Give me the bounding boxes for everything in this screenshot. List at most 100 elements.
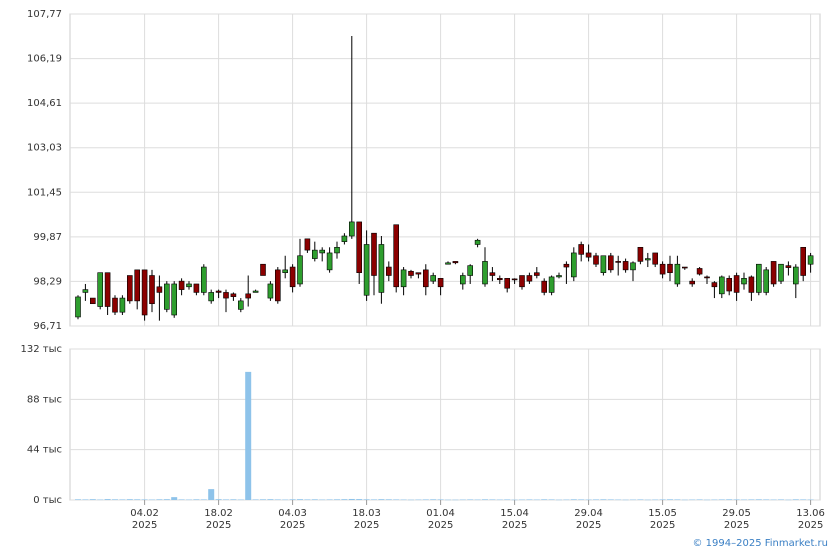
volume-bar (282, 499, 289, 501)
candle-body (763, 269, 770, 293)
candle-body (334, 246, 340, 254)
volume-bar (82, 499, 89, 500)
volume-bar (585, 499, 592, 501)
x-tick-label: 2025 (724, 520, 749, 531)
volume-bar (785, 499, 792, 501)
candle-body (585, 252, 592, 258)
candle-body (548, 276, 555, 293)
x-tick-label: 04.02 (130, 508, 159, 519)
candle-body (733, 275, 740, 293)
volume-bar (215, 499, 222, 500)
volume-bar (319, 499, 326, 501)
candle-body (711, 282, 718, 288)
y-tick-label: 104,61 (27, 98, 62, 109)
candle-body (644, 258, 651, 261)
volume-bar (385, 499, 392, 500)
candle-body (467, 265, 474, 276)
candle-body (652, 252, 659, 265)
volume-bar (393, 499, 400, 500)
candle-body (119, 297, 126, 313)
volume-bar (733, 499, 740, 500)
candle-body (474, 239, 481, 245)
candle-body (622, 261, 629, 271)
volume-bar (400, 499, 407, 501)
volume-bar (474, 499, 481, 501)
candle-body (186, 283, 192, 288)
x-tick-label: 2025 (132, 520, 157, 531)
volume-bar (171, 497, 178, 500)
candle-body (304, 238, 311, 251)
volume-bar (593, 499, 599, 500)
volume-bar (186, 499, 192, 501)
volume-bar (267, 499, 274, 500)
volume-bar (459, 499, 466, 501)
volume-bar (674, 499, 681, 500)
volume-bar (156, 499, 163, 500)
volume-bar (237, 499, 244, 501)
x-tick-label: 13.06 (796, 508, 825, 519)
candle-body (504, 278, 511, 289)
x-tick-label: 04.03 (278, 508, 307, 519)
volume-bar (230, 499, 237, 500)
volume-bar (371, 499, 377, 500)
candle-body (600, 255, 607, 273)
volume-bar (149, 499, 155, 501)
candle-body (252, 290, 259, 293)
y-tick-label: 0 тыс (33, 495, 62, 506)
candle-body (408, 270, 414, 276)
candle-body (770, 261, 777, 285)
volume-bar (452, 499, 459, 501)
volume-bar (178, 499, 185, 500)
volume-bar (689, 499, 696, 501)
y-tick-label: 99,87 (33, 232, 62, 243)
volume-bar (622, 499, 629, 501)
volume-bar (356, 499, 363, 500)
candle-body (755, 263, 762, 293)
candle-body (297, 255, 303, 285)
candle-body (526, 275, 533, 282)
candle-body (363, 244, 370, 296)
volume-bar (89, 499, 96, 500)
y-tick-label: 132 тыс (21, 344, 62, 355)
candle-body (156, 286, 163, 293)
candle-body (718, 276, 725, 295)
candle-body (496, 278, 503, 281)
volume-bar (741, 499, 747, 501)
candle-body (178, 280, 185, 290)
candle-body (489, 272, 496, 276)
candle-body (511, 278, 518, 281)
volume-bar (97, 499, 104, 501)
volume-bar (519, 499, 525, 501)
candle-body (378, 244, 385, 293)
volume-bar (556, 499, 562, 501)
x-tick-label: 29.05 (722, 508, 751, 519)
candle-body (208, 292, 214, 302)
candle-body (541, 280, 548, 293)
volume-bar (807, 499, 814, 501)
volume-bar (437, 499, 444, 500)
candle-body (141, 269, 148, 316)
volume-bar (578, 499, 585, 500)
y-tick-label: 98,29 (33, 276, 62, 287)
volume-bar (770, 499, 777, 501)
candle-body (785, 265, 792, 268)
candle-body (260, 263, 266, 276)
volume-bar (467, 499, 474, 500)
volume-bar (778, 499, 784, 500)
volume-bar (134, 499, 141, 500)
candle-body (593, 255, 599, 265)
candle-body (274, 269, 281, 302)
candle-body (230, 293, 237, 297)
candle-body (696, 268, 703, 275)
volume-bar (563, 499, 570, 501)
candle-body (171, 283, 177, 316)
volume-bar (304, 499, 311, 500)
candle-body (319, 249, 326, 254)
candle-body (607, 255, 614, 271)
candle-body (563, 263, 570, 268)
y-tick-label: 88 тыс (27, 394, 62, 405)
candle-body (238, 300, 244, 310)
volume-bar (334, 499, 340, 500)
volume-bar (496, 499, 503, 501)
volume-bar (408, 499, 414, 501)
